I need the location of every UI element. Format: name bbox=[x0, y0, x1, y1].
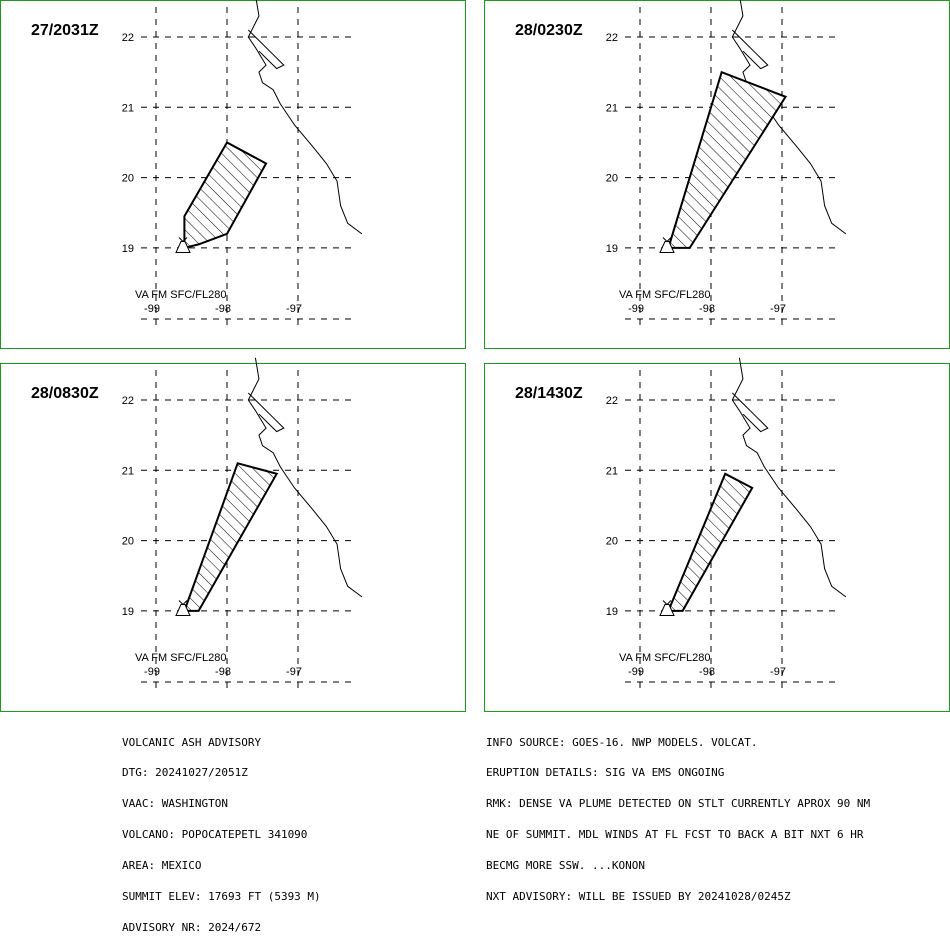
latitude-tick-label: 21 bbox=[122, 102, 134, 114]
advisory-remark-line-3: BECMG MORE SSW. ...KONON bbox=[486, 859, 645, 873]
ash-plume-polygon bbox=[666, 472, 754, 612]
map-canvas-4: 28/1430Z 22 21 20 19 VA FM SFC/FL280 -99 -98 -97 bbox=[515, 357, 847, 689]
longitude-tick-label: -97 bbox=[770, 666, 786, 678]
coastal-lagoon bbox=[731, 29, 769, 70]
latitude-tick-label: 20 bbox=[606, 173, 618, 185]
latitude-tick-label: 22 bbox=[606, 32, 618, 44]
advisory-vaac: VAAC: WASHINGTON bbox=[122, 797, 228, 811]
map-panel-1: 27/2031Z 22 21 20 19 VA FM SFC/FL280 -99 -98 -97 bbox=[0, 0, 466, 349]
map-canvas-2: 28/0230Z 22 21 20 19 VA FM SFC/FL280 -99 -98 -97 bbox=[515, 0, 847, 326]
latitude-tick-label: 20 bbox=[122, 536, 134, 548]
advisory-header-block: VOLCANIC ASH ADVISORY DTG: 20241027/2051… bbox=[122, 717, 321, 944]
longitude-tick-label: -99 bbox=[628, 666, 644, 678]
volcano-icon bbox=[659, 603, 675, 616]
volcano-icon bbox=[659, 240, 675, 253]
map-canvas-1: 27/2031Z 22 21 20 19 VA FM SFC/FL280 -99 -98 -97 bbox=[31, 0, 363, 326]
ash-plume-polygon bbox=[182, 462, 279, 612]
advisory-summit-elev: SUMMIT ELEV: 17693 FT (5393 M) bbox=[122, 890, 321, 904]
flight-level-label: VA FM SFC/FL280 bbox=[135, 289, 227, 301]
longitude-tick-label: -98 bbox=[215, 303, 231, 315]
volcano-icon bbox=[175, 240, 191, 253]
eruption-marker-icon bbox=[662, 237, 672, 243]
latitude-tick-label: 21 bbox=[122, 465, 134, 477]
latitude-tick-label: 19 bbox=[122, 243, 134, 255]
advisory-details-block: INFO SOURCE: GOES-16. NWP MODELS. VOLCAT… bbox=[486, 717, 870, 913]
advisory-remark-line-1: RMK: DENSE VA PLUME DETECTED ON STLT CUR… bbox=[486, 797, 871, 811]
eruption-marker-icon bbox=[178, 237, 188, 243]
coastal-lagoon bbox=[731, 392, 769, 433]
map-panel-3: 28/0830Z 22 21 20 19 VA FM SFC/FL280 -99 -98 -97 bbox=[0, 357, 466, 712]
map-canvas-3: 28/0830Z 22 21 20 19 VA FM SFC/FL280 -99 -98 -97 bbox=[31, 357, 363, 689]
eruption-marker-icon bbox=[662, 600, 672, 606]
latitude-tick-label: 22 bbox=[606, 395, 618, 407]
latitude-tick-label: 21 bbox=[606, 102, 618, 114]
latitude-tick-label: 19 bbox=[606, 606, 618, 618]
ash-plume-polygon bbox=[183, 141, 268, 250]
flight-level-label: VA FM SFC/FL280 bbox=[619, 652, 711, 664]
latitude-tick-label: 19 bbox=[606, 243, 618, 255]
valid-time-label: 28/1430Z bbox=[515, 385, 583, 402]
longitude-tick-label: -99 bbox=[628, 303, 644, 315]
latitude-tick-label: 20 bbox=[606, 536, 618, 548]
eruption-marker-icon bbox=[178, 600, 188, 606]
advisory-volcano: VOLCANO: POPOCATEPETL 341090 bbox=[122, 828, 308, 842]
map-panel-2: 28/0230Z 22 21 20 19 VA FM SFC/FL280 -99 -98 -97 bbox=[484, 0, 950, 349]
flight-level-label: VA FM SFC/FL280 bbox=[619, 289, 711, 301]
ash-plume-polygon bbox=[667, 70, 788, 249]
advisory-title: VOLCANIC ASH ADVISORY bbox=[122, 735, 262, 749]
latitude-tick-label: 22 bbox=[122, 32, 134, 44]
advisory-info-source: INFO SOURCE: GOES-16. NWP MODELS. VOLCAT… bbox=[486, 735, 758, 749]
longitude-tick-label: -97 bbox=[286, 666, 302, 678]
longitude-tick-label: -98 bbox=[215, 666, 231, 678]
coastline bbox=[247, 0, 363, 235]
longitude-tick-label: -99 bbox=[144, 303, 160, 315]
coastline bbox=[247, 357, 363, 598]
latitude-tick-label: 21 bbox=[606, 465, 618, 477]
longitude-tick-label: -97 bbox=[286, 303, 302, 315]
advisory-area: AREA: MEXICO bbox=[122, 859, 202, 873]
volcano-icon bbox=[175, 603, 191, 616]
coastal-lagoon bbox=[247, 29, 285, 70]
longitude-tick-label: -98 bbox=[699, 303, 715, 315]
longitude-tick-label: -99 bbox=[144, 666, 160, 678]
advisory-eruption-details: ERUPTION DETAILS: SIG VA EMS ONGOING bbox=[486, 766, 725, 780]
valid-time-label: 28/0830Z bbox=[31, 385, 99, 402]
latitude-tick-label: 19 bbox=[122, 606, 134, 618]
advisory-remark-line-2: NE OF SUMMIT. MDL WINDS AT FL FCST TO BA… bbox=[486, 828, 864, 842]
latitude-tick-label: 22 bbox=[122, 395, 134, 407]
longitude-tick-label: -97 bbox=[770, 303, 786, 315]
valid-time-label: 28/0230Z bbox=[515, 22, 583, 39]
longitude-tick-label: -98 bbox=[699, 666, 715, 678]
advisory-next: NXT ADVISORY: WILL BE ISSUED BY 20241028… bbox=[486, 890, 791, 904]
latitude-tick-label: 20 bbox=[122, 173, 134, 185]
advisory-number: ADVISORY NR: 2024/672 bbox=[122, 920, 262, 934]
coastal-lagoon bbox=[247, 392, 285, 433]
map-panel-4: 28/1430Z 22 21 20 19 VA FM SFC/FL280 -99 -98 -97 bbox=[484, 357, 950, 712]
coastline bbox=[731, 357, 847, 598]
valid-time-label: 27/2031Z bbox=[31, 22, 99, 39]
advisory-dtg: DTG: 20241027/2051Z bbox=[122, 766, 248, 780]
flight-level-label: VA FM SFC/FL280 bbox=[135, 652, 227, 664]
